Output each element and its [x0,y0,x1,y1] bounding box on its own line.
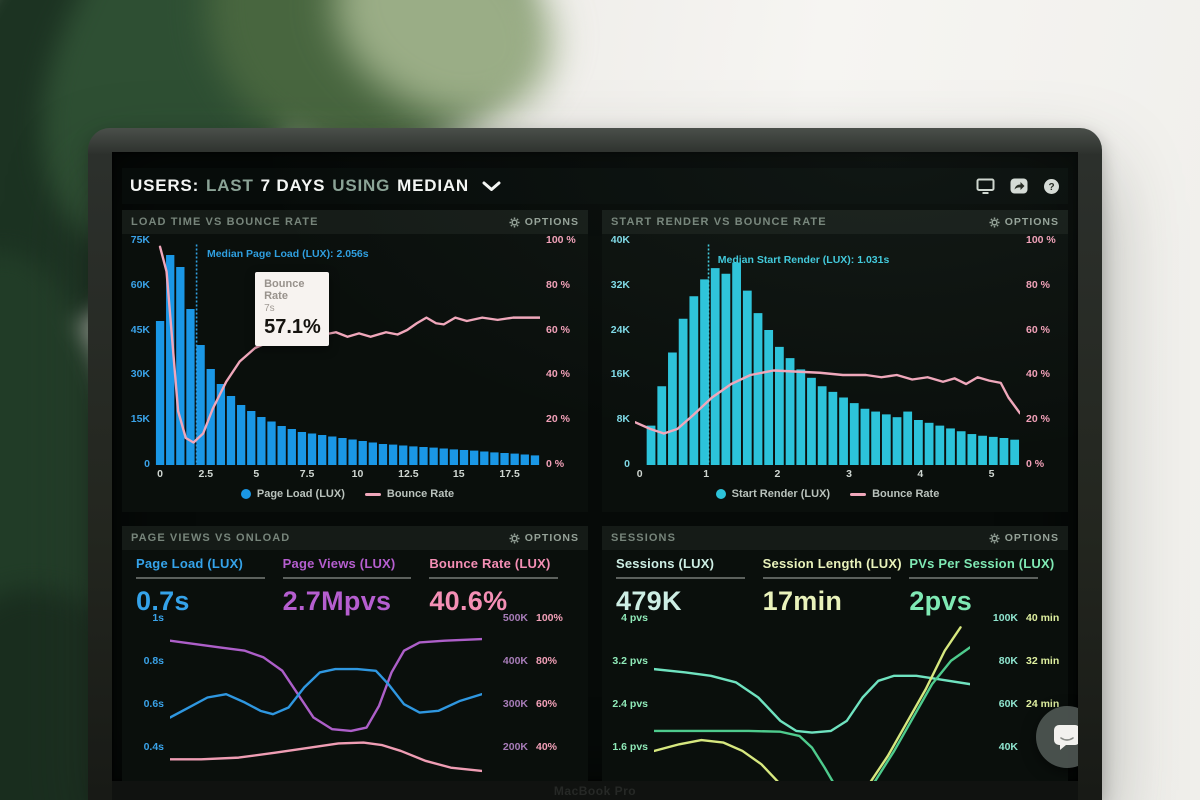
legend-item[interactable]: Bounce Rate [364,488,454,500]
metric-value: 2.7Mpvs [282,586,392,616]
tooltip-value: 57.1% [264,315,321,338]
monitor-icon[interactable] [976,178,995,194]
dashboard-titlebar: USERS: LAST 7 DAYS USING MEDIAN [122,168,1068,204]
panel-title: LOAD TIME VS BOUNCE RATE [131,216,319,228]
metric-value: 2pvs [909,586,973,616]
panel-header: PAGE VIEWS VS ONLOAD OPTIONS [122,526,588,550]
chart-tooltip: Bounce Rate 7s 57.1% [255,271,330,346]
y-axis-right-pct: 100% 80% 60% 40% [536,612,563,753]
legend-line-marker [850,492,867,496]
panel-header: SESSIONS OPTIONS [602,526,1068,550]
chart-legend: Start Render (LUX) Bounce Rate [635,488,1020,500]
chart-plot-area[interactable] [654,614,970,781]
load-time-chart[interactable] [155,240,540,465]
chart-legend: Page Load (LUX) Bounce Rate [155,488,540,500]
panel-title: SESSIONS [611,532,677,544]
y-axis-right-min: 40 min 32 min 24 min [1026,612,1060,710]
gear-icon [509,216,520,228]
x-axis: 0 2.5 5 7.5 10 12.5 15 17.5 [157,468,520,480]
options-button[interactable]: OPTIONS [509,532,579,544]
panel-header: LOAD TIME VS BOUNCE RATE OPTIONS [122,210,588,234]
metric-session-length: Session Length (LUX) 17min [762,556,910,617]
chart-plot-area[interactable]: Median Start Render (LUX): 1.031s [635,240,1020,465]
legend-item[interactable]: Start Render (LUX) [715,488,830,500]
chat-launcher-button[interactable]: 4 [1036,706,1078,768]
metric-value: 0.7s [136,586,190,616]
title-segment: USING [332,176,391,195]
dashboard-title-dropdown[interactable]: USERS: LAST 7 DAYS USING MEDIAN [130,176,501,196]
metric-summary-row: Page Load (LUX) 0.7s Page Views (LUX) 2.… [136,556,576,617]
gear-icon [989,532,1000,544]
median-annotation: Median Page Load (LUX): 2.056s [206,248,369,260]
legend-dot-marker [715,489,726,499]
panel-sessions: SESSIONS OPTIONS Sessions (LUX) 479K Ses… [602,526,1068,781]
panel-load-time-vs-bounce-rate: LOAD TIME VS BOUNCE RATE OPTIONS 75K 60K 4… [122,210,588,512]
y-axis-left: 75K 60K 45K 30K 15K 0 [130,234,150,470]
panel-page-views-vs-onload: PAGE VIEWS VS ONLOAD OPTIONS Page Load (… [122,526,588,781]
legend-dot-marker [240,489,251,499]
metric-pvs-per-session: PVs Per Session (LUX) 2pvs [909,556,1055,616]
metric-page-load: Page Load (LUX) 0.7s [136,556,283,617]
metric-summary-row: Sessions (LUX) 479K Session Length (LUX)… [616,556,1056,617]
svg-text:?: ? [1048,182,1054,193]
y-axis-right: 100 % 80 % 60 % 40 % 20 % 0 % [546,234,576,470]
panel-title: PAGE VIEWS VS ONLOAD [131,532,291,544]
share-icon[interactable] [1010,178,1028,194]
metric-page-views: Page Views (LUX) 2.7Mpvs [282,556,430,617]
y-axis-right: 100 % 80 % 60 % 40 % 20 % 0 % [1026,234,1056,470]
title-segment: 7 DAYS [260,176,326,195]
options-button[interactable]: OPTIONS [989,532,1059,544]
legend-item[interactable]: Bounce Rate [850,488,939,500]
legend-item[interactable]: Page Load (LUX) [240,488,345,500]
metric-value: 40.6% [429,586,508,616]
tooltip-series: Bounce Rate [264,277,305,302]
title-segment: MEDIAN [397,176,469,195]
y-axis-left: 1s 0.8s 0.6s 0.4s [143,612,164,753]
device-label: MacBook Pro [553,783,637,798]
gear-icon [989,216,1000,228]
chart-plot-area[interactable]: Median Page Load (LUX): 2.056s Bounce Ra… [155,240,540,465]
sessions-lines-chart[interactable] [654,614,970,781]
legend-line-marker [364,492,381,496]
panel-start-render-vs-bounce-rate: START RENDER VS BOUNCE RATE OPTIONS 40K 3… [602,210,1068,512]
y-axis-left: 40K 32K 24K 16K 8K 0 [610,234,630,470]
title-segment: LAST [206,176,254,195]
laptop-frame: USERS: LAST 7 DAYS USING MEDIAN [88,128,1102,800]
chevron-down-icon[interactable] [482,181,501,192]
y-axis-right-k: 500K 400K 300K 200K [502,612,528,753]
dashboard-screen: USERS: LAST 7 DAYS USING MEDIAN [112,152,1078,781]
title-segment: USERS: [130,176,200,195]
options-button[interactable]: OPTIONS [509,216,579,228]
gear-icon [509,532,520,544]
chat-bubble-icon [1054,725,1078,750]
metric-bounce-rate: Bounce Rate (LUX) 40.6% [429,556,576,617]
start-render-chart[interactable] [635,240,1020,465]
metric-value: 17min [762,586,843,616]
laptop-chin: MacBook Pro [112,781,1078,800]
panel-title: START RENDER VS BOUNCE RATE [611,216,827,228]
median-annotation: Median Start Render (LUX): 1.031s [717,254,890,266]
options-button[interactable]: OPTIONS [989,216,1059,228]
tooltip-x-value: 7s [264,302,275,314]
help-icon[interactable]: ? [1043,178,1060,195]
panel-header: START RENDER VS BOUNCE RATE OPTIONS [602,210,1068,234]
y-axis-right-k: 100K 80K 60K 40K [992,612,1018,753]
onload-lines-chart[interactable] [170,614,482,781]
metric-sessions: Sessions (LUX) 479K [616,556,763,617]
y-axis-left: 4 pvs 3.2 pvs 2.4 pvs 1.6 pvs [612,612,648,753]
chart-plot-area[interactable] [170,614,482,781]
metric-value: 479K [616,586,682,616]
